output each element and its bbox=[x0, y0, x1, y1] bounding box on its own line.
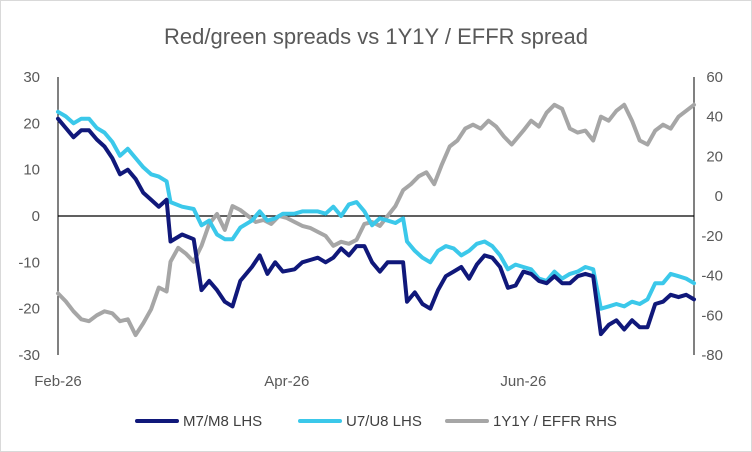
chart-title: Red/green spreads vs 1Y1Y / EFFR spread bbox=[164, 24, 588, 49]
left-tick-label: -10 bbox=[18, 254, 40, 271]
left-tick-label: 10 bbox=[23, 162, 40, 179]
right-tick-label: 40 bbox=[706, 109, 723, 126]
right-tick-label: -60 bbox=[701, 307, 723, 324]
series-line-m7-m8-lhs bbox=[56, 116, 696, 337]
legend: M7/M8 LHS U7/U8 LHS 1Y1Y / EFFR RHS bbox=[135, 413, 617, 430]
left-tick-label: 0 bbox=[32, 208, 40, 225]
left-tick-label: -30 bbox=[18, 347, 40, 364]
legend-label: 1Y1Y / EFFR RHS bbox=[493, 413, 617, 430]
right-tick-label: 0 bbox=[715, 188, 723, 205]
right-y-axis: -80 -60 -40 -20 0 20 40 60 bbox=[701, 69, 723, 364]
left-tick-label: 20 bbox=[23, 115, 40, 132]
legend-label: U7/U8 LHS bbox=[346, 413, 422, 430]
series-line-u7-u8-lhs bbox=[56, 109, 696, 311]
right-tick-label: -80 bbox=[701, 347, 723, 364]
right-tick-label: -40 bbox=[701, 268, 723, 285]
left-tick-label: 30 bbox=[23, 69, 40, 86]
x-axis: Feb-26 Apr-26 Jun-26 bbox=[34, 373, 546, 390]
legend-label: M7/M8 LHS bbox=[183, 413, 262, 430]
x-tick-label: Jun-26 bbox=[500, 373, 546, 390]
x-tick-label: Apr-26 bbox=[264, 373, 309, 390]
x-tick-label: Feb-26 bbox=[34, 373, 82, 390]
right-tick-label: -20 bbox=[701, 228, 723, 245]
left-y-axis: -30 -20 -10 0 10 20 30 bbox=[18, 69, 40, 364]
left-tick-label: -20 bbox=[18, 301, 40, 318]
right-tick-label: 20 bbox=[706, 148, 723, 165]
series-layer bbox=[56, 102, 696, 338]
right-tick-label: 60 bbox=[706, 69, 723, 86]
